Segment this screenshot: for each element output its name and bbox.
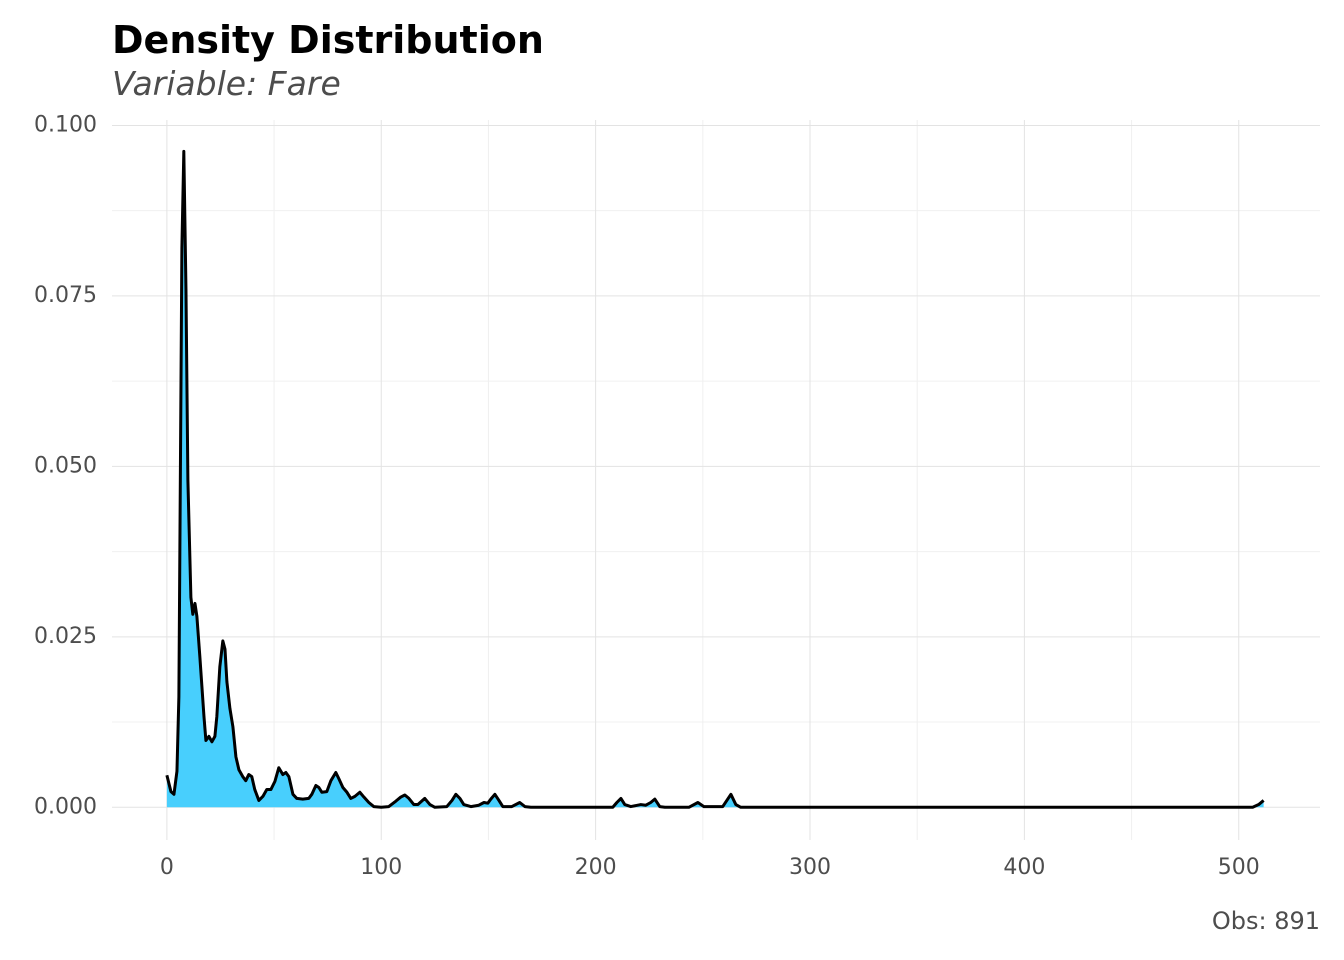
caption: Obs: 891 [1212,907,1320,935]
y-tick-label: 0.025 [34,624,97,649]
y-tick-label: 0.075 [34,283,97,308]
chart-title: Density Distribution [112,18,544,62]
x-tick-label: 500 [1218,855,1260,880]
x-tick-label: 400 [1003,855,1045,880]
density-area [166,151,1264,808]
y-tick-label: 0.050 [34,453,97,478]
x-tick-label: 200 [575,855,617,880]
y-tick-label: 0.000 [34,794,97,819]
density-line [165,149,1265,809]
x-tick-label: 100 [360,855,402,880]
x-tick-label: 300 [789,855,831,880]
x-tick-label: 0 [160,855,174,880]
chart-subtitle: Variable: Fare [112,64,341,103]
y-tick-label: 0.100 [34,112,97,137]
